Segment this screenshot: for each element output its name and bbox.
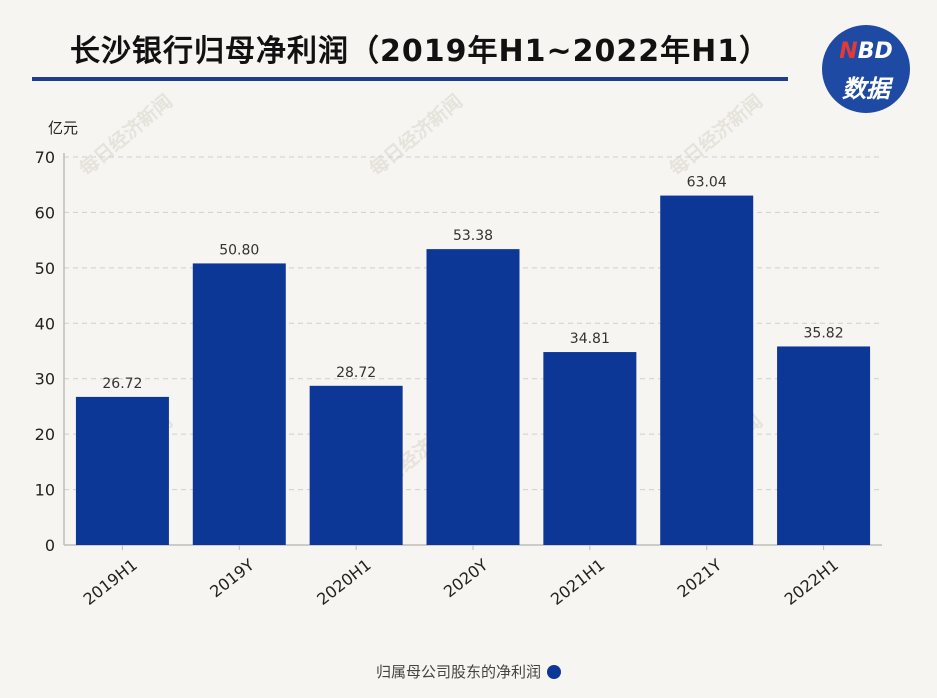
x-tick-label: 2021H1 xyxy=(547,555,608,609)
data-label: 35.82 xyxy=(804,325,844,341)
logo-data-text: 数据 xyxy=(842,75,890,103)
title-underline xyxy=(32,77,788,81)
x-tick-label: 2020Y xyxy=(440,555,492,601)
y-tick-label: 0 xyxy=(45,536,55,555)
chart-title: 长沙银行归母净利润（2019年H1~2022年H1） xyxy=(70,34,771,69)
y-tick-label: 30 xyxy=(35,370,55,389)
bar xyxy=(543,352,637,545)
x-tick-label: 2019H1 xyxy=(80,555,141,609)
y-tick-label: 70 xyxy=(35,148,55,167)
data-label: 53.38 xyxy=(453,228,493,244)
watermark-text: 每日经济新闻 xyxy=(75,90,177,181)
data-label: 28.72 xyxy=(336,365,376,381)
legend: 归属母公司股东的净利润 xyxy=(0,661,937,682)
x-tick-label: 2019Y xyxy=(206,555,258,601)
bar xyxy=(660,195,754,545)
x-tick-label: 2020H1 xyxy=(313,555,374,609)
bar xyxy=(75,396,169,545)
data-label: 26.72 xyxy=(102,376,142,392)
y-tick-label: 40 xyxy=(35,314,55,333)
y-tick-label: 10 xyxy=(35,481,55,500)
watermark-text: 每日经济新闻 xyxy=(665,90,767,181)
nbd-logo: NBD 数据 xyxy=(822,25,910,113)
data-label: 50.80 xyxy=(219,242,259,258)
bar xyxy=(309,385,403,545)
watermark-text: 每日经济新闻 xyxy=(365,90,467,181)
legend-label: 归属母公司股东的净利润 xyxy=(375,663,541,681)
y-tick-label: 50 xyxy=(35,259,55,278)
bar xyxy=(192,263,286,545)
y-tick-label: 60 xyxy=(35,203,55,222)
x-tick-label: 2022H1 xyxy=(781,555,842,609)
x-tick-label: 2021Y xyxy=(674,555,726,601)
y-axis-label: 亿元 xyxy=(48,119,78,137)
bar xyxy=(426,249,520,545)
bar xyxy=(777,346,871,545)
legend-swatch xyxy=(547,665,561,679)
logo-bd: BD xyxy=(857,39,893,64)
data-label: 63.04 xyxy=(687,175,727,191)
y-tick-label: 20 xyxy=(35,425,55,444)
logo-n: N xyxy=(839,39,858,64)
data-label: 34.81 xyxy=(570,331,610,347)
